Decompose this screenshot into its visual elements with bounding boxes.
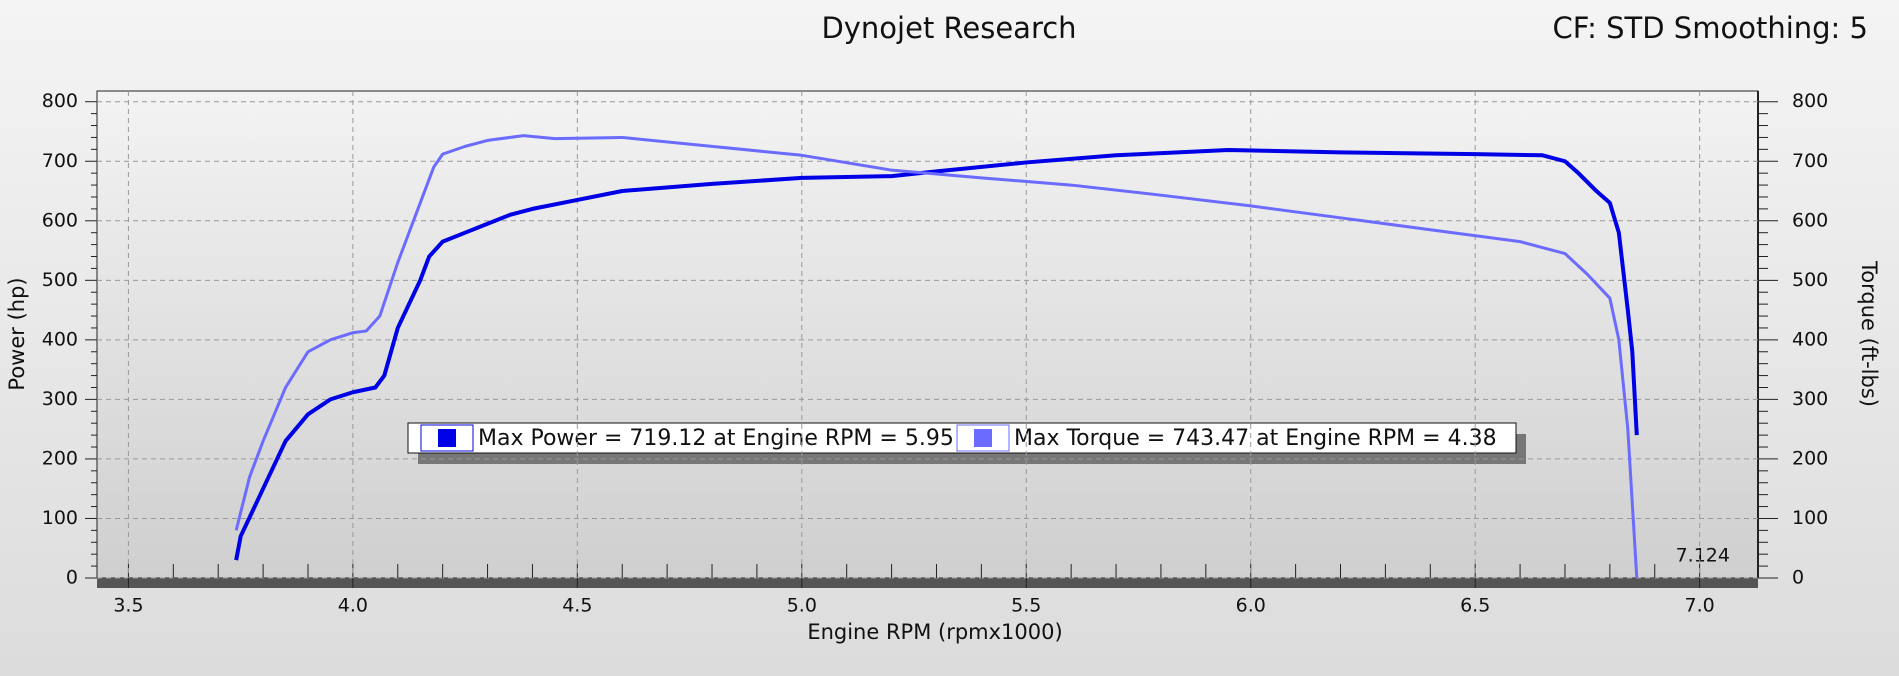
y2-tick-label: 0	[1792, 567, 1804, 589]
y-tick-label: 600	[42, 209, 78, 231]
x-tick-label: 6.5	[1460, 595, 1490, 617]
legend-label: Max Torque = 743.47 at Engine RPM = 4.38	[1014, 426, 1497, 451]
x-tick-label: 7.0	[1685, 595, 1715, 617]
y-axis-label: Power (hp)	[5, 277, 29, 390]
y-tick-label: 200	[42, 447, 78, 469]
x-tick-label: 5.0	[787, 595, 817, 617]
legend-marker	[974, 429, 992, 447]
y2-tick-label: 500	[1792, 269, 1828, 291]
y2-tick-label: 300	[1792, 388, 1828, 410]
y-tick-label: 0	[66, 567, 78, 589]
y-tick-label: 800	[42, 90, 78, 112]
y2-tick-label: 100	[1792, 507, 1828, 529]
x-tick-label: 6.0	[1236, 595, 1266, 617]
x-tick-label: 3.5	[113, 595, 143, 617]
series-line	[234, 147, 1639, 561]
y2-tick-label: 700	[1792, 150, 1828, 172]
chart-title: Dynojet Research	[821, 11, 1076, 45]
x-tick-label: 5.5	[1011, 595, 1041, 617]
y-tick-label: 400	[42, 328, 78, 350]
legend-label: Max Power = 719.12 at Engine RPM = 5.95	[478, 426, 954, 451]
y-tick-label: 700	[42, 150, 78, 172]
legend-marker	[438, 429, 456, 447]
y-tick-label: 500	[42, 269, 78, 291]
y2-axis-label: Torque (ft-lbs)	[1857, 260, 1881, 407]
x-tick-label: 4.5	[562, 595, 592, 617]
y2-tick-label: 800	[1792, 90, 1828, 112]
y2-tick-label: 600	[1792, 209, 1828, 231]
series-line	[234, 134, 1639, 579]
chart-subtitle: CF: STD Smoothing: 5	[1552, 11, 1868, 45]
y2-tick-label: 200	[1792, 447, 1828, 469]
axis-shadow	[97, 578, 1758, 588]
y-tick-label: 300	[42, 388, 78, 410]
annotation: 7.124	[1676, 545, 1730, 567]
legend: Max Power = 719.12 at Engine RPM = 5.95 M…	[407, 422, 1526, 464]
x-axis-label: Engine RPM (rpmx1000)	[807, 620, 1062, 644]
x-tick-label: 4.0	[338, 595, 368, 617]
y2-tick-label: 400	[1792, 328, 1828, 350]
y-tick-label: 100	[42, 507, 78, 529]
